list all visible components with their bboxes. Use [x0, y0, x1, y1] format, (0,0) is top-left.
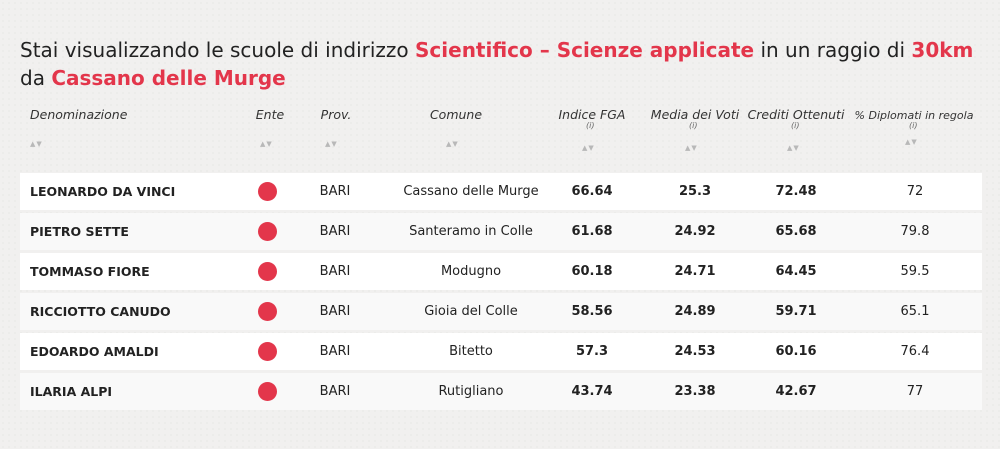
cell-indice-fga: 43.74 — [571, 384, 613, 399]
col-header-diplomati[interactable]: % Diplomati in regola — [854, 109, 974, 122]
cell-indice-fga: 60.18 — [571, 264, 613, 279]
cell-diplomati: 59.5 — [900, 264, 930, 279]
cell-crediti: 65.68 — [775, 224, 817, 239]
sort-icon-denominazione[interactable]: ▲▼ — [30, 140, 43, 148]
cell-prov: BARI — [319, 304, 351, 319]
cell-indice-fga: 61.68 — [571, 224, 613, 239]
cell-denominazione: TOMMASO FIORE — [30, 264, 150, 279]
cell-media-voti: 24.92 — [674, 224, 716, 239]
ente-status-dot-icon — [258, 182, 277, 201]
sort-icon-diplomati[interactable]: ▲▼ — [905, 138, 918, 146]
sort-icon-comune[interactable]: ▲▼ — [446, 140, 459, 148]
cell-diplomati: 77 — [906, 384, 924, 399]
cell-prov: BARI — [319, 184, 351, 199]
cell-media-voti: 25.3 — [678, 184, 712, 199]
col-header-ente[interactable]: Ente — [255, 107, 285, 122]
cell-crediti: 59.71 — [775, 304, 817, 319]
title-raggio: 30km — [911, 38, 974, 62]
cell-comune: Santeramo in Colle — [409, 224, 533, 239]
info-icon-indice-fga[interactable]: (i) — [586, 121, 595, 130]
col-header-crediti[interactable]: Crediti Ottenuti — [747, 107, 845, 122]
table-row[interactable]: RICCIOTTO CANUDO BARI Gioia del Colle 58… — [20, 293, 982, 330]
sort-icon-prov[interactable]: ▲▼ — [325, 140, 338, 148]
cell-crediti: 72.48 — [775, 184, 817, 199]
table-row[interactable]: TOMMASO FIORE BARI Modugno 60.18 24.71 6… — [20, 253, 982, 290]
sort-icon-ente[interactable]: ▲▼ — [260, 140, 273, 148]
cell-diplomati: 76.4 — [900, 344, 930, 359]
ente-status-dot-icon — [258, 382, 277, 401]
cell-prov: BARI — [319, 344, 351, 359]
col-header-prov[interactable]: Prov. — [320, 107, 352, 122]
cell-comune: Cassano delle Murge — [403, 184, 539, 199]
col-header-comune[interactable]: Comune — [429, 107, 483, 122]
table-row[interactable]: LEONARDO DA VINCI BARI Cassano delle Mur… — [20, 173, 982, 210]
table-row[interactable]: EDOARDO AMALDI BARI Bitetto 57.3 24.53 6… — [20, 333, 982, 370]
title-indirizzo: Scientifico – Scienze applicate — [415, 38, 755, 62]
col-header-denominazione[interactable]: Denominazione — [30, 107, 128, 122]
table-row[interactable]: ILARIA ALPI BARI Rutigliano 43.74 23.38 … — [20, 373, 982, 410]
ente-status-dot-icon — [258, 222, 277, 241]
info-icon-diplomati[interactable]: (i) — [909, 121, 918, 130]
cell-denominazione: PIETRO SETTE — [30, 224, 129, 239]
ente-status-dot-icon — [258, 262, 277, 281]
cell-indice-fga: 66.64 — [571, 184, 613, 199]
cell-diplomati: 65.1 — [900, 304, 930, 319]
cell-diplomati: 72 — [906, 184, 924, 199]
cell-prov: BARI — [319, 224, 351, 239]
cell-prov: BARI — [319, 264, 351, 279]
page-title: Stai visualizzando le scuole di indirizz… — [20, 36, 980, 92]
cell-media-voti: 24.71 — [674, 264, 716, 279]
cell-media-voti: 24.53 — [674, 344, 716, 359]
ente-status-dot-icon — [258, 342, 277, 361]
cell-denominazione: ILARIA ALPI — [30, 384, 113, 399]
cell-comune: Bitetto — [449, 344, 493, 359]
title-prefix: Stai visualizzando le scuole di indirizz… — [20, 38, 416, 62]
table-row[interactable]: PIETRO SETTE BARI Santeramo in Colle 61.… — [20, 213, 982, 250]
title-middle: in un raggio di — [754, 38, 912, 62]
cell-comune: Rutigliano — [438, 384, 504, 399]
ente-status-dot-icon — [258, 302, 277, 321]
cell-denominazione: RICCIOTTO CANUDO — [30, 304, 171, 319]
cell-denominazione: LEONARDO DA VINCI — [30, 184, 176, 199]
schools-table: LEONARDO DA VINCI BARI Cassano delle Mur… — [20, 173, 982, 413]
cell-crediti: 64.45 — [775, 264, 817, 279]
sort-icon-media-voti[interactable]: ▲▼ — [685, 144, 698, 152]
sort-icon-crediti[interactable]: ▲▼ — [787, 144, 800, 152]
cell-media-voti: 23.38 — [674, 384, 716, 399]
cell-diplomati: 79.8 — [900, 224, 930, 239]
cell-prov: BARI — [319, 384, 351, 399]
cell-crediti: 60.16 — [775, 344, 817, 359]
cell-comune: Modugno — [440, 264, 502, 279]
sort-icon-indice-fga[interactable]: ▲▼ — [582, 144, 595, 152]
cell-indice-fga: 58.56 — [571, 304, 613, 319]
cell-indice-fga: 57.3 — [575, 344, 609, 359]
col-header-indice-fga[interactable]: Indice FGA — [558, 107, 626, 122]
title-suffix: da — [20, 66, 52, 90]
title-comune: Cassano delle Murge — [51, 66, 286, 90]
info-icon-media-voti[interactable]: (i) — [689, 121, 698, 130]
cell-comune: Gioia del Colle — [424, 304, 518, 319]
col-header-media-voti[interactable]: Media dei Voti — [650, 107, 740, 122]
cell-denominazione: EDOARDO AMALDI — [30, 344, 159, 359]
cell-media-voti: 24.89 — [674, 304, 716, 319]
cell-crediti: 42.67 — [775, 384, 817, 399]
info-icon-crediti[interactable]: (i) — [791, 121, 800, 130]
